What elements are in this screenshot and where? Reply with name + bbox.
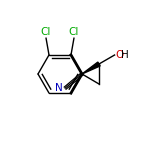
Polygon shape bbox=[82, 62, 100, 74]
Text: Cl: Cl bbox=[69, 27, 79, 37]
Text: H: H bbox=[121, 50, 129, 60]
Text: N: N bbox=[55, 83, 63, 93]
Text: Cl: Cl bbox=[41, 27, 51, 37]
Text: O: O bbox=[116, 50, 124, 60]
